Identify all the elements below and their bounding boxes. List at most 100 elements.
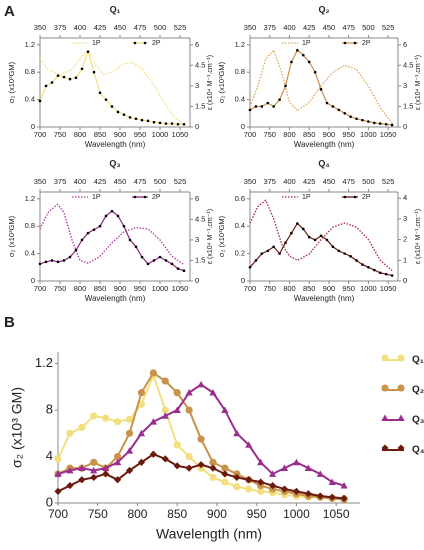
- x2-tick-label: 425: [94, 23, 107, 32]
- x-axis-label: Wavelength (nm): [85, 294, 146, 303]
- marker: [328, 478, 336, 485]
- marker: [173, 389, 181, 397]
- marker: [137, 389, 146, 397]
- marker: [152, 120, 156, 124]
- y-tick-label: 4: [46, 448, 53, 463]
- marker: [185, 389, 193, 396]
- marker: [355, 117, 358, 121]
- y-tick-label: 8: [46, 402, 53, 417]
- marker: [80, 238, 84, 242]
- marker: [86, 231, 90, 235]
- y-tick-label: 0: [31, 276, 35, 285]
- x2-tick-label: 450: [114, 177, 127, 186]
- marker: [125, 466, 134, 475]
- marker: [176, 122, 180, 126]
- x-tick-label: 950: [247, 507, 267, 521]
- legend-label: 2P: [152, 194, 161, 201]
- marker: [221, 478, 229, 486]
- y-tick-label: 1.2: [25, 40, 35, 49]
- marker: [331, 105, 335, 108]
- x2-tick-label: 475: [134, 23, 147, 32]
- x2-tick-label: 350: [34, 177, 47, 186]
- marker: [248, 266, 252, 269]
- marker: [161, 406, 169, 414]
- series-line: [39, 49, 184, 125]
- marker: [221, 470, 229, 478]
- marker: [161, 455, 169, 463]
- marker: [343, 252, 347, 255]
- marker: [260, 252, 264, 255]
- y2-axis-label: ε (x10⁴ M⁻¹.cm⁻¹): [207, 209, 214, 264]
- x-tick-label: 700: [34, 130, 47, 139]
- y-tick-label: 1.2: [235, 40, 245, 49]
- x2-tick-label: 375: [263, 177, 276, 186]
- marker: [266, 249, 270, 253]
- x-tick-label: 1000: [360, 130, 377, 139]
- y2-tick-label: 1.5: [195, 101, 205, 110]
- legend-label: Q₃: [412, 415, 424, 426]
- marker: [137, 458, 146, 466]
- x-tick-label: 900: [207, 507, 227, 521]
- marker: [245, 441, 253, 448]
- marker: [313, 238, 317, 242]
- x-tick-label: 1050: [380, 130, 397, 139]
- marker: [209, 389, 217, 396]
- series-line: [249, 49, 393, 126]
- marker: [185, 464, 193, 472]
- x-tick-label: 950: [134, 284, 147, 293]
- x-tick-label: 800: [74, 284, 87, 293]
- marker: [98, 91, 102, 95]
- x-axis-label: Wavelength (nm): [294, 294, 355, 303]
- marker: [233, 483, 241, 491]
- x-tick-label: 700: [34, 284, 47, 293]
- x2-tick-label: 500: [362, 23, 375, 32]
- x2-tick-label: 400: [74, 23, 87, 32]
- x-tick-label: 700: [244, 284, 257, 293]
- marker: [337, 108, 341, 112]
- x-axis-label: Wavelength (nm): [85, 140, 146, 149]
- y-axis-label: σ₂ (x10³GM): [217, 215, 226, 257]
- marker: [146, 262, 150, 266]
- marker: [114, 418, 122, 426]
- y-axis-label: σ₂ (x10³GM): [217, 61, 226, 103]
- marker: [268, 470, 277, 477]
- marker: [367, 266, 370, 269]
- marker: [233, 429, 241, 437]
- chart-title: Q₄: [318, 158, 329, 168]
- y-tick-label: 0: [241, 122, 245, 131]
- x2-tick-label: 525: [382, 23, 395, 32]
- y2-axis-label: ε (x10⁴ M⁻¹.cm⁻¹): [207, 55, 214, 110]
- marker: [146, 119, 150, 123]
- x-tick-label: 900: [114, 284, 127, 293]
- x-tick-label: 900: [323, 130, 336, 139]
- marker: [296, 49, 299, 52]
- y-tick-label: 0.4: [25, 95, 35, 104]
- marker: [78, 423, 86, 432]
- y-tick-label: 0: [31, 122, 35, 131]
- marker: [158, 255, 162, 259]
- y2-tick-label: 3: [195, 81, 199, 90]
- marker: [245, 476, 253, 484]
- marker: [56, 260, 60, 264]
- marker: [325, 101, 329, 105]
- legend-label: 1P: [92, 194, 101, 201]
- marker: [343, 112, 347, 115]
- x2-tick-label: 400: [283, 177, 296, 186]
- x-tick-label: 1050: [172, 284, 189, 293]
- x2-tick-label: 525: [174, 177, 187, 186]
- x2-tick-label: 450: [323, 23, 336, 32]
- marker: [245, 485, 253, 493]
- marker: [197, 435, 205, 443]
- marker: [125, 447, 134, 454]
- marker: [92, 228, 96, 231]
- marker: [90, 412, 98, 420]
- marker: [173, 462, 181, 470]
- x-axis-label: Wavelength (nm): [156, 526, 262, 542]
- x-tick-label: 900: [323, 284, 336, 293]
- x-tick-label: 950: [342, 130, 355, 139]
- y2-tick-label: 4.5: [195, 60, 205, 69]
- marker: [86, 50, 90, 53]
- marker: [254, 105, 258, 108]
- x-tick-label: 750: [54, 130, 67, 139]
- marker: [268, 481, 277, 490]
